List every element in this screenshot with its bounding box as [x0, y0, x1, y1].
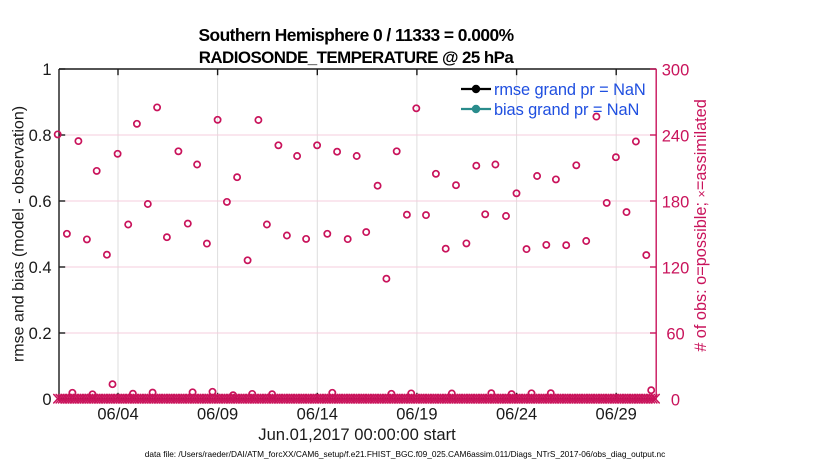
svg-text:06/29: 06/29	[596, 406, 637, 424]
svg-text:240: 240	[662, 128, 690, 146]
svg-text:bias grand pr = NaN: bias grand pr = NaN	[494, 101, 639, 119]
svg-text:06/04: 06/04	[97, 406, 138, 424]
svg-text:0.8: 0.8	[29, 127, 52, 145]
svg-text:rmse and bias (model - observa: rmse and bias (model - observation)	[11, 106, 28, 362]
svg-text:0.2: 0.2	[29, 325, 52, 343]
svg-text:300: 300	[662, 62, 690, 80]
svg-text:data file: /Users/raeder/DAI/A: data file: /Users/raeder/DAI/ATM_forcXX/…	[145, 449, 666, 459]
svg-text:0.4: 0.4	[29, 259, 52, 277]
svg-text:Southern Hemisphere 0 / 11333: Southern Hemisphere 0 / 11333 = 0.000%	[198, 25, 513, 45]
svg-text:0: 0	[42, 391, 51, 409]
svg-text:rmse grand pr = NaN: rmse grand pr = NaN	[494, 81, 646, 99]
svg-text:06/09: 06/09	[197, 406, 238, 424]
svg-text:06/19: 06/19	[396, 406, 437, 424]
svg-text:60: 60	[666, 326, 684, 344]
svg-text:1: 1	[42, 61, 51, 79]
svg-text:0.6: 0.6	[29, 193, 52, 211]
svg-text:Jun.01,2017 00:00:00 start: Jun.01,2017 00:00:00 start	[258, 425, 456, 444]
svg-text:RADIOSONDE_TEMPERATURE @ 25 hP: RADIOSONDE_TEMPERATURE @ 25 hPa	[199, 48, 515, 67]
svg-text:180: 180	[662, 194, 690, 212]
svg-text:# of obs: o=possible; ×=assimi: # of obs: o=possible; ×=assimilated	[692, 99, 710, 352]
svg-text:06/24: 06/24	[496, 406, 537, 424]
svg-text:120: 120	[662, 260, 690, 278]
svg-text:0: 0	[671, 392, 680, 410]
svg-text:06/14: 06/14	[297, 406, 338, 424]
